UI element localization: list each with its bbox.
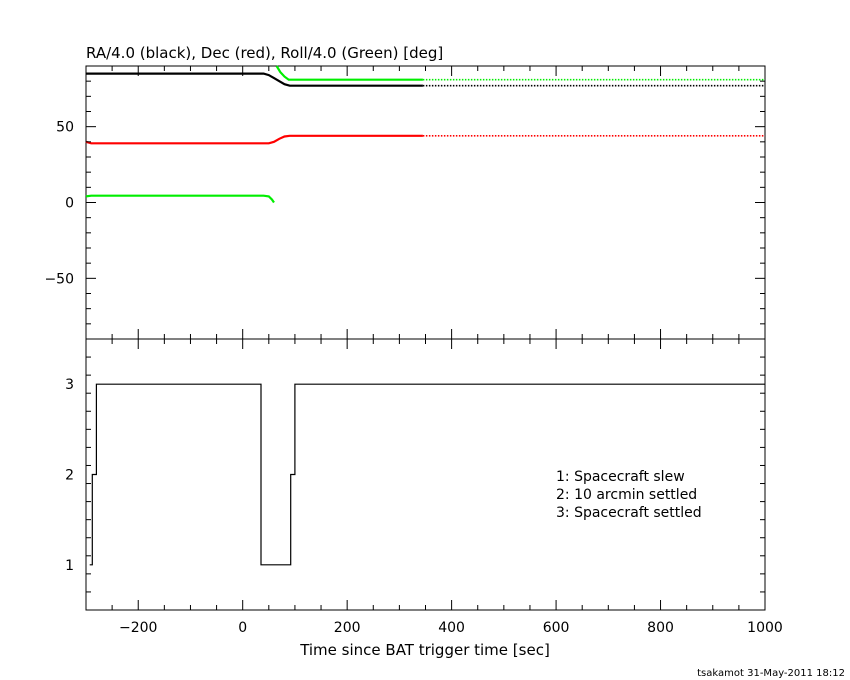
x-tick-label: −200: [119, 620, 157, 636]
attitude-y-tick-label: 0: [65, 196, 74, 212]
attitude-title: RA/4.0 (black), Dec (red), Roll/4.0 (Gre…: [86, 44, 443, 62]
attitude-series-line-1: [85, 134, 423, 145]
x-tick-label: 400: [438, 620, 465, 636]
x-tick-label: 200: [334, 620, 361, 636]
attitude-panel: RA/4.0 (black), Dec (red), Roll/4.0 (Gre…: [44, 44, 766, 340]
settle-series-group: [89, 383, 765, 566]
attitude-axes: −50 0 50: [44, 65, 766, 340]
attitude-series-line-2: [85, 194, 275, 204]
legend-entry-settled: 3: Spacecraft settled: [556, 505, 702, 521]
settle-axes: −200 0 200 400 600 800 1000 1 2 3: [65, 338, 783, 636]
attitude-y-tick-label: −50: [44, 271, 74, 287]
x-tick-label: 0: [238, 620, 247, 636]
x-axis-label: Time since BAT trigger time [sec]: [299, 641, 550, 659]
x-tick-label: 1000: [747, 620, 783, 636]
settle-status-panel: −200 0 200 400 600 800 1000 1 2 3 1: Spacecraft s…: [65, 338, 783, 659]
x-tick-label: 800: [647, 620, 674, 636]
x-tick-label: 600: [543, 620, 570, 636]
attitude-series-line-3: [275, 65, 423, 81]
settle-series-line-0: [89, 383, 765, 566]
settle-y-tick-label: 2: [65, 468, 74, 484]
attitude-plot-frame: [85, 65, 766, 340]
settle-y-tick-label: 3: [65, 377, 74, 393]
legend-entry-10arcmin: 2: 10 arcmin settled: [556, 487, 697, 503]
attitude-series-line-0: [86, 72, 423, 87]
credit-footer: tsakamot 31-May-2011 18:12: [697, 668, 845, 679]
settle-y-tick-label: 1: [65, 558, 74, 574]
settle-legend: 1: Spacecraft slew 2: 10 arcmin settled …: [556, 469, 702, 521]
attitude-series-group: [85, 65, 765, 204]
legend-entry-slew: 1: Spacecraft slew: [556, 469, 685, 485]
attitude-y-tick-label: 50: [56, 120, 74, 136]
